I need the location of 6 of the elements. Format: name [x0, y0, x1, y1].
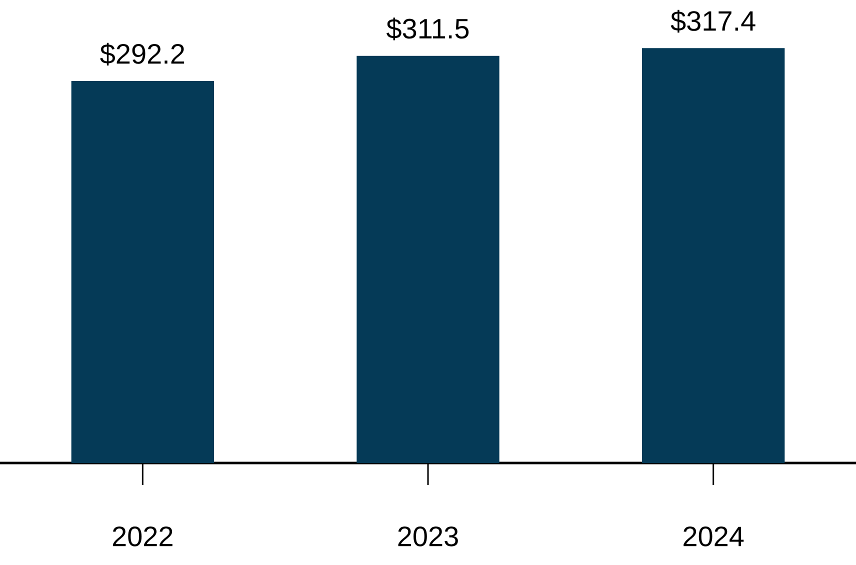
x-tick-label: 2022: [112, 526, 172, 546]
data-label: $317.4: [670, 10, 756, 33]
x-tick-label: 2024: [684, 526, 744, 546]
data-label: $311.5: [386, 18, 469, 40]
data-label: $292.2: [100, 42, 184, 66]
x-tick-label: 2023: [398, 526, 458, 546]
